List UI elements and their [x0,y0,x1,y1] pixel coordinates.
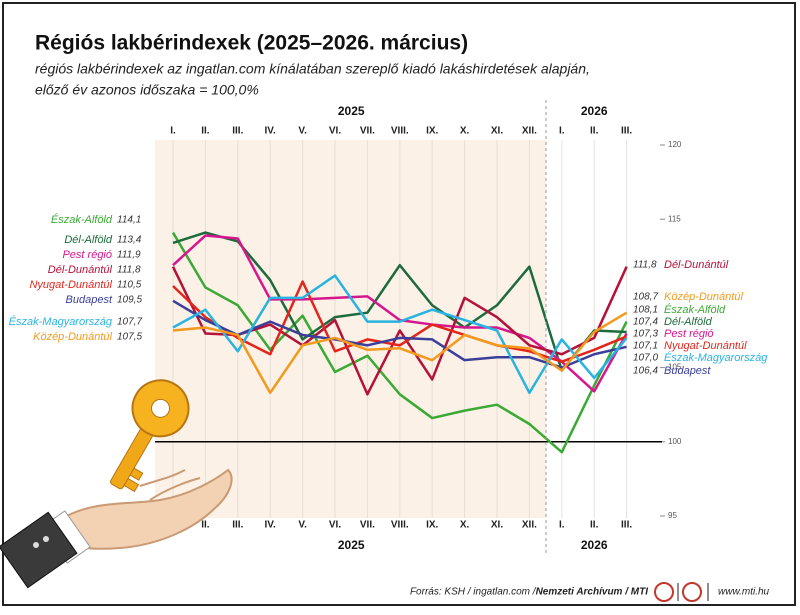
x-tick-label: I. [559,520,565,531]
logo-mtva [654,582,674,602]
button [33,542,39,548]
x-tick-label: II. [201,126,210,137]
x-tick-label: XII. [522,126,537,137]
x-tick-label: VII. [360,520,375,531]
logo-mti [682,582,702,602]
x-tick-label: V. [298,520,307,531]
x-tick-label: III. [232,126,243,137]
source-bold: Nemzeti Archívum / MTI [536,587,649,598]
y-tick-label: 115 [668,214,681,223]
value-label: 107,4 [633,317,658,328]
x-tick-label: I. [170,126,176,137]
subtitle: előző év azonos időszaka = 100,0% [35,82,259,98]
legend-label: Budapest [664,365,711,377]
value-label: 111,8 [117,265,141,276]
series-line [172,274,628,395]
value-label: 107,0 [633,353,658,364]
series-line [172,231,627,372]
website: www.mti.hu [718,587,770,598]
sleeve [0,511,78,589]
y-tick-label: 95 [668,511,677,520]
x-tick-label: IV. [265,520,277,531]
x-tick-label: III. [621,520,632,531]
legend-label: Pest régió [62,249,112,261]
series-line [171,231,628,454]
x-tick-label: V. [298,126,307,137]
legend-label: Észak-Magyarország [664,351,768,364]
x-tick-label: III. [232,520,243,531]
legend-label: Észak-Alföld [664,303,726,316]
x-tick-label: VI. [329,520,341,531]
value-label: 107,5 [117,332,142,343]
x-tick-label: VIII. [391,520,409,531]
legend-label: Közép-Dunántúl [33,331,112,343]
year-label: 2025 [338,538,365,552]
key-tooth [129,467,144,481]
year-label: 2026 [581,104,608,118]
value-label: 107,7 [117,317,142,328]
legend-label: Észak-Magyarország [9,315,113,328]
series-line [172,234,628,393]
source: Forrás: KSH / ingatlan.com / [410,587,537,598]
year-label: 2025 [338,104,365,118]
chart-title: Régiós lakbérindexek (2025–2026. március… [35,32,468,55]
key-tooth [123,477,140,493]
legend-label: Dél-Dunántúl [664,259,729,271]
x-tick-label: II. [590,520,599,531]
legend-label: Pest régió [664,328,714,340]
y-tick-label: 100 [668,437,682,446]
x-tick-label: IX. [426,520,438,531]
legend-label: Észak-Alföld [51,213,113,226]
palm [58,468,233,550]
x-tick-label: X. [460,126,470,137]
value-label: 111,8 [633,260,657,271]
legend-label: Közép-Dunántúl [664,291,743,303]
value-label: 113,4 [117,235,142,246]
legend-label: Dél-Alföld [664,316,713,328]
value-label: 114,1 [117,215,141,226]
legend-label: Dél-Alföld [64,234,113,246]
subtitle: régiós lakbérindexek az ingatlan.com kín… [35,61,590,77]
fingers [139,469,201,501]
legend-label: Dél-Dunántúl [48,264,113,276]
plot: 95 100 105 115 120 I. I. II. II. III. III. IV. IV. V.… [155,104,682,552]
value-label: 111,9 [117,250,141,261]
hand-illustration [0,379,233,589]
legend-label: Nyugat-Dunántúl [29,279,112,291]
x-tick-label: XII. [522,520,537,531]
legend-label: Nyugat-Dunántúl [664,340,747,352]
value-label: 107,3 [633,329,658,340]
value-label: 108,1 [633,305,658,316]
value-label: 110,5 [117,280,142,291]
value-label: 108,7 [633,292,658,303]
x-tick-label: VII. [360,126,375,137]
value-label: 109,5 [117,295,142,306]
series-line [172,311,628,395]
x-tick-label: II. [201,520,210,531]
value-label: 106,4 [633,366,658,377]
x-tick-label: IV. [265,126,277,137]
x-tick-label: VIII. [391,126,409,137]
key [110,379,190,493]
x-tick-label: VI. [329,126,341,137]
x-tick-label: III. [621,126,632,137]
legend-label: Budapest [66,294,113,306]
x-tick-label: X. [460,520,470,531]
value-label: 107,1 [633,341,658,352]
button [43,536,49,542]
x-tick-label: I. [559,126,565,137]
x-tick-label: II. [590,126,599,137]
x-tick-label: IX. [426,126,438,137]
year-label: 2026 [581,538,608,552]
y-tick-label: 105 [668,363,682,372]
y-tick-label: 120 [668,140,682,149]
key-hole [151,398,170,418]
x-tick-label: XI. [491,126,503,137]
x-tick-label: XI. [491,520,503,531]
